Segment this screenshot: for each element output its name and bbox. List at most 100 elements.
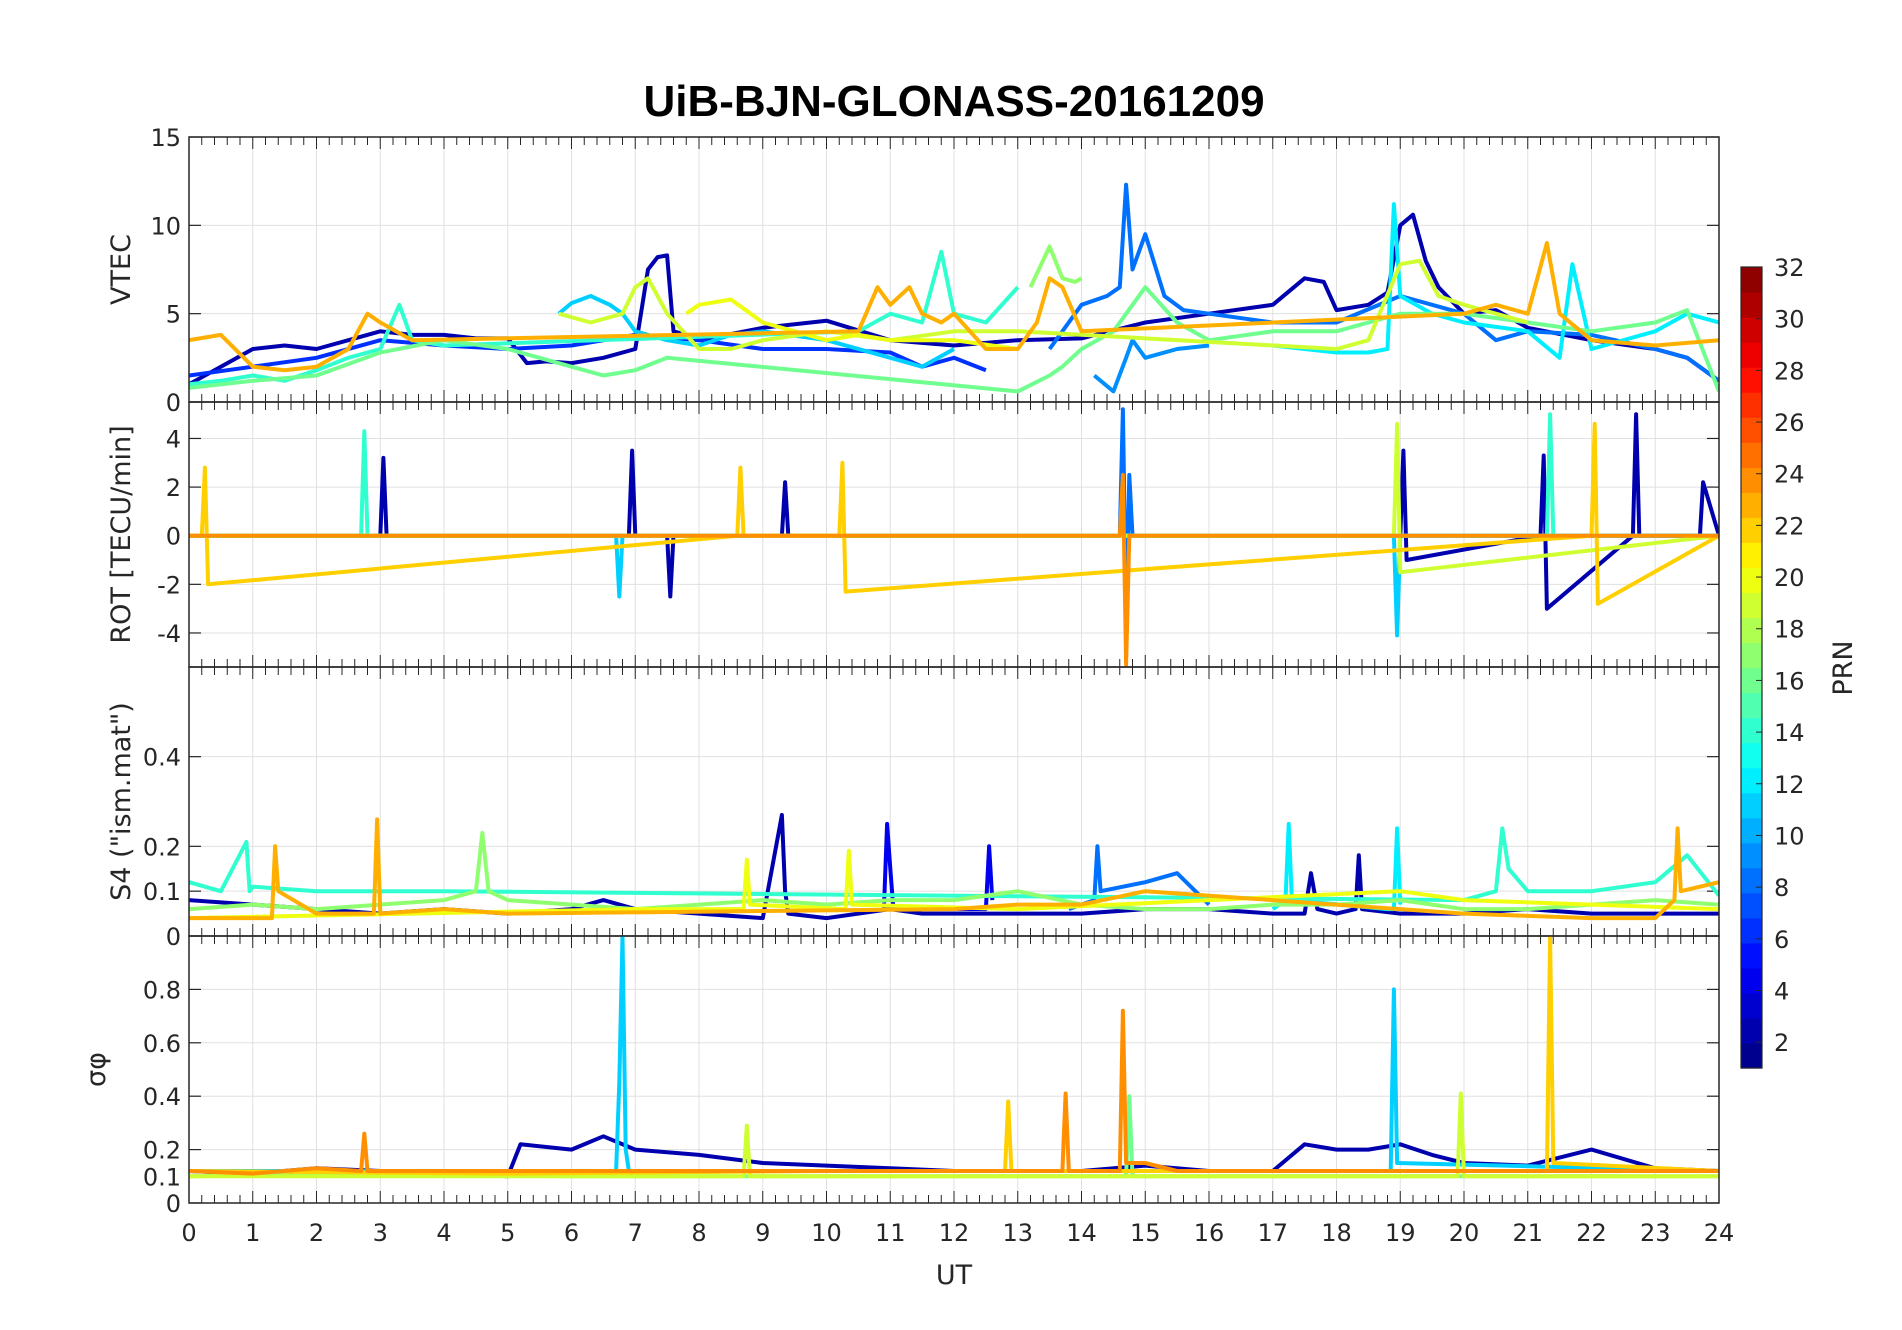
y-axis-label: S4 ("ism.mat"): [106, 702, 137, 901]
colorbar-cell: [1741, 617, 1762, 644]
colorbar-cell: [1741, 442, 1762, 468]
panel-4: 00.10.2 0.4 0.6 0.8 σφ: [81, 935, 1720, 1218]
colorbar-cell: [1741, 1017, 1762, 1044]
colorbar-tick-label: 6: [1774, 926, 1789, 954]
y-axis-label: VTEC: [106, 234, 137, 305]
colorbar-cell: [1741, 892, 1762, 919]
x-tick-label: 24: [1704, 1219, 1735, 1247]
colorbar-tick-label: 20: [1774, 564, 1805, 592]
x-tick-label: 1: [245, 1219, 260, 1247]
x-tick-label: 8: [691, 1219, 706, 1247]
y-tick-label: -2: [157, 571, 181, 599]
x-tick-label: 14: [1066, 1219, 1097, 1247]
colorbar-cell: [1741, 867, 1762, 894]
x-axis-label: UT: [936, 1260, 973, 1291]
colorbar-cell: [1741, 917, 1762, 944]
colorbar-tick-label: 28: [1774, 357, 1805, 385]
colorbar-cell: [1741, 1042, 1762, 1069]
y-tick-label: 0.2: [143, 1137, 181, 1165]
colorbar-cell: [1741, 467, 1762, 493]
x-tick-label: 21: [1512, 1219, 1543, 1247]
colorbar-tick-label: 32: [1774, 254, 1805, 282]
series-prn-11: [189, 936, 1719, 1173]
colorbar-tick-label: 30: [1774, 306, 1805, 334]
colorbar-cell: [1741, 942, 1762, 969]
colorbar-cell: [1741, 517, 1762, 543]
y-tick-label: 0: [166, 523, 181, 551]
x-tick-label: 5: [500, 1219, 515, 1247]
y-tick-label: 0.4: [143, 1083, 181, 1111]
x-tick-label: 17: [1257, 1219, 1288, 1247]
y-tick-label: 0.2: [143, 833, 181, 861]
colorbar-tick-label: 16: [1774, 667, 1805, 695]
colorbar-cell: [1741, 842, 1762, 869]
colorbar-cell: [1741, 817, 1762, 844]
series-prn-11: [557, 294, 955, 369]
y-axis-label: σφ: [81, 1052, 112, 1087]
x-tick-label: 7: [628, 1219, 643, 1247]
y-tick-label: 2: [166, 474, 181, 502]
series-group: [189, 407, 1719, 667]
x-tick-label: 22: [1576, 1219, 1607, 1247]
series-prn-12: [1272, 202, 1719, 360]
colorbar-tick-label: 10: [1774, 822, 1805, 850]
colorbar-frame: [1740, 266, 1763, 1069]
series-prn-20: [685, 297, 1019, 351]
x-tick-label: 19: [1385, 1219, 1416, 1247]
colorbar-cell: [1741, 792, 1762, 819]
series-prn-2: [189, 212, 1719, 387]
x-tick-label: 11: [875, 1219, 906, 1247]
colorbar-cell: [1741, 492, 1762, 518]
series-group: [189, 936, 1719, 1179]
colorbar-cell: [1741, 342, 1762, 368]
series-prn-24: [189, 472, 1719, 667]
colorbar-cell: [1741, 317, 1762, 343]
series-prn-16: [189, 285, 1719, 394]
y-tick-label: 0.1: [143, 878, 181, 906]
series-prn-9: [1093, 338, 1210, 394]
y-tick-label: 0: [166, 389, 181, 417]
x-tick-label: 3: [373, 1219, 388, 1247]
y-tick-label: 5: [166, 301, 181, 329]
axes-box: [188, 935, 1720, 1204]
x-tick-label: 2: [309, 1219, 324, 1247]
colorbar-cell: [1741, 417, 1762, 443]
colorbar-cell: [1741, 692, 1762, 719]
y-axis-label: ROT [TECU/min]: [106, 425, 137, 643]
colorbar-label: PRN: [1828, 640, 1859, 695]
series-prn-24: [189, 1008, 1719, 1176]
x-tick-label: 4: [436, 1219, 451, 1247]
y-tick-label: 0.4: [143, 744, 181, 772]
colorbar-cell: [1741, 267, 1762, 293]
colorbar-tick-label: 2: [1774, 1029, 1789, 1057]
y-tick-label: 4: [166, 425, 181, 453]
y-tick-label: 0.1: [143, 1163, 181, 1191]
x-tick-label: 18: [1321, 1219, 1352, 1247]
y-tick-label: 0.6: [143, 1030, 181, 1058]
colorbar-cell: [1741, 767, 1762, 794]
colorbar-cell: [1741, 992, 1762, 1019]
colorbar-cell: [1741, 392, 1762, 418]
colorbar-cell: [1741, 717, 1762, 744]
series-prn-23: [189, 241, 1719, 373]
x-tick-label: 12: [939, 1219, 970, 1247]
colorbar-tick-label: 14: [1774, 719, 1805, 747]
colorbar-cell: [1741, 742, 1762, 769]
x-tick-label: 6: [564, 1219, 579, 1247]
series-prn-17: [1028, 244, 1083, 289]
series-prn-17: [189, 830, 1719, 912]
x-tick-label: 15: [1130, 1219, 1161, 1247]
x-tick-label: 13: [1002, 1219, 1033, 1247]
colorbar-tick-label: 12: [1774, 771, 1805, 799]
y-tick-label: 0.8: [143, 976, 181, 1004]
colorbar-cell: [1741, 292, 1762, 318]
panel-2: -4 -2 0 2 4 ROT [TECU/min]: [106, 401, 1720, 668]
colorbar-cell: [1741, 667, 1762, 694]
panel-1: 0 5 10 15 VTEC: [106, 124, 1720, 417]
colorbar-tick-label: 24: [1774, 461, 1805, 489]
y-tick-label: 0: [166, 1190, 181, 1218]
colorbar-tick-label: 22: [1774, 512, 1805, 540]
y-tick-label: 0: [166, 923, 181, 951]
series-group: [189, 182, 1719, 394]
